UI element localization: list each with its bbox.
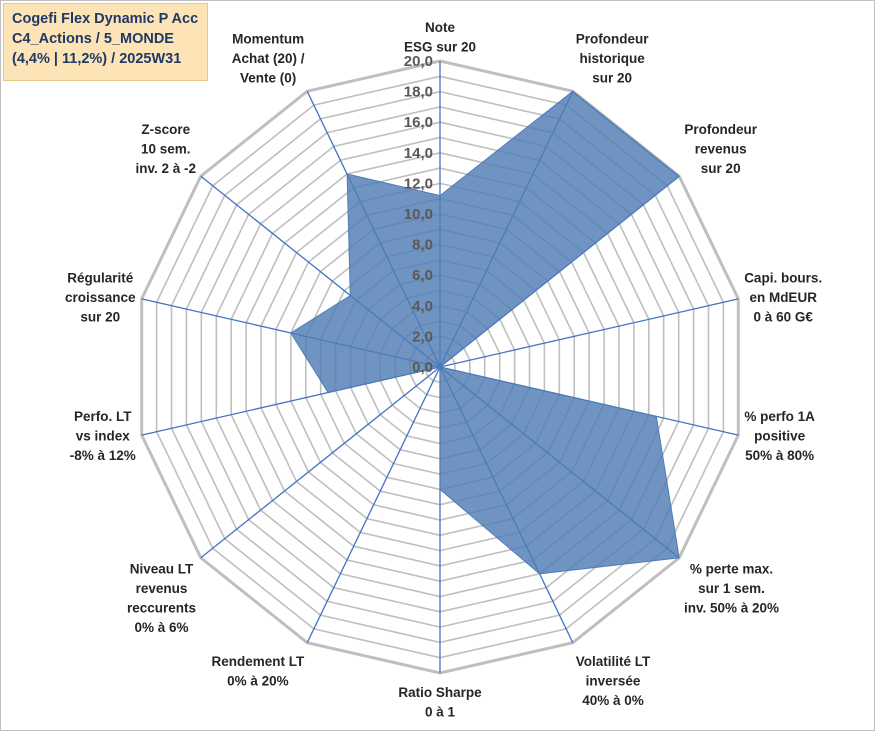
data-point (439, 195, 441, 197)
tick-label: 14,0 (404, 145, 433, 162)
data-point (349, 295, 351, 296)
axis-label-line: sur 20 (701, 161, 741, 176)
axis-label-line: 50% à 80% (745, 448, 814, 463)
title-line-category: C4_Actions / 5_MONDE (12, 31, 174, 47)
data-point (539, 573, 541, 575)
axis-label-line: Profondeur (684, 122, 757, 137)
axis-label-line: Profondeur (576, 31, 649, 46)
axis-label-line: 0 à 60 G€ (754, 309, 814, 324)
axis-label-line: Vente (0) (240, 70, 296, 85)
axis-label-line: ESG sur 20 (404, 40, 476, 55)
axis-label-line: inv. 2 à -2 (136, 161, 197, 176)
axis-label: Z-score 10 sem. inv. 2 à -2 (136, 122, 197, 176)
radar-series-area (290, 90, 681, 575)
axis-label: Perfo. LT vs index -8% à 12% (70, 409, 136, 463)
tick-label: 12,0 (404, 175, 433, 192)
chart-title-box: Cogefi Flex Dynamic P Acc C4_Actions / 5… (3, 3, 208, 81)
axis-label-line: 10 sem. (141, 142, 191, 157)
axis-label-line: Niveau LT (130, 562, 194, 577)
tick-label: 6,0 (412, 267, 433, 284)
axis-label: Rendement LT 0% à 20% (212, 654, 306, 689)
axis-label-line: revenus (136, 581, 188, 596)
tick-label: 0,0 (412, 359, 433, 376)
data-point (327, 392, 329, 393)
axis-label-line: en MdEUR (749, 290, 817, 305)
axis-label-line: Volatilité LT (576, 654, 651, 669)
axis-label-line: croissance (65, 290, 136, 305)
title-line-period: (4,4% | 11,2%) / 2025W31 (12, 51, 182, 67)
axis-label-line: 0% à 20% (227, 674, 289, 689)
axis-label: Capi. bours. en MdEUR 0 à 60 G€ (744, 270, 822, 324)
tick-label: 20,0 (404, 53, 433, 70)
axis-label-line: Momentum (232, 31, 304, 46)
axis-label-line: inversée (586, 674, 641, 689)
axis-label-line: % perte max. (690, 562, 773, 577)
axis-label-line: Régularité (67, 270, 134, 285)
radar-tick-labels: 0,0 2,0 4,0 6,0 8,0 10,0 12,0 14,0 16,0 18,0 20,0 (404, 53, 433, 376)
tick-label: 2,0 (412, 328, 433, 345)
axis-label-line: Perfo. LT (74, 409, 132, 424)
tick-label: 10,0 (404, 206, 433, 223)
axis-label-line: positive (754, 429, 806, 444)
data-point (655, 415, 657, 417)
axis-label: Note ESG sur 20 (404, 20, 476, 55)
axis-label-line: 0 à 1 (425, 705, 456, 720)
axis-label: Régularité croissance sur 20 (65, 270, 136, 324)
tick-label: 4,0 (412, 298, 433, 315)
axis-label-line: Note (425, 20, 455, 35)
axis-label-line: sur 1 sem. (698, 581, 765, 596)
axis-label-line: Rendement LT (212, 654, 306, 669)
data-point (439, 366, 441, 368)
data-point (572, 90, 574, 92)
radar-axis-labels: Note ESG sur 20 Profondeur historique sur 20… (65, 20, 822, 720)
axis-label-line: historique (579, 51, 645, 66)
axis-line (200, 366, 441, 559)
axis-line (439, 298, 739, 368)
axis-label-line: sur 20 (80, 309, 120, 324)
title-line-fund: Cogefi Flex Dynamic P Acc (12, 11, 199, 27)
axis-label-line: 0% à 6% (134, 620, 188, 635)
axis-label: Momentum Achat (20) / Vente (0) (232, 31, 305, 85)
tick-label: 8,0 (412, 237, 433, 254)
axis-label: Profondeur revenus sur 20 (684, 122, 757, 176)
tick-label: 16,0 (404, 114, 433, 131)
axis-label-line: Z-score (141, 122, 190, 137)
data-point (346, 173, 348, 175)
data-point (439, 488, 441, 490)
axis-label-line: -8% à 12% (70, 448, 136, 463)
axis-label-line: vs index (76, 429, 131, 444)
axis-label-line: revenus (695, 142, 747, 157)
axis-label-line: % perfo 1A (744, 409, 815, 424)
axis-label: % perte max. sur 1 sem. inv. 50% à 20% (684, 562, 779, 616)
axis-label: Niveau LT revenus reccurents 0% à 6% (127, 562, 196, 636)
data-point (290, 332, 292, 334)
axis-label-line: inv. 50% à 20% (684, 601, 779, 616)
axis-label-line: Ratio Sharpe (398, 685, 482, 700)
axis-label-line: Achat (20) / (232, 51, 305, 66)
axis-label: % perfo 1A positive 50% à 80% (744, 409, 815, 463)
axis-line (306, 366, 441, 643)
data-point (678, 175, 680, 177)
axis-label: Ratio Sharpe 0 à 1 (398, 685, 482, 720)
tick-label: 18,0 (404, 84, 433, 101)
axis-label-line: sur 20 (592, 70, 632, 85)
axis-label-line: 40% à 0% (582, 693, 644, 708)
axis-label: Profondeur historique sur 20 (576, 31, 649, 85)
axis-label: Volatilité LT inversée 40% à 0% (576, 654, 651, 708)
data-point (678, 557, 680, 559)
axis-label-line: reccurents (127, 601, 196, 616)
axis-label-line: Capi. bours. (744, 270, 822, 285)
